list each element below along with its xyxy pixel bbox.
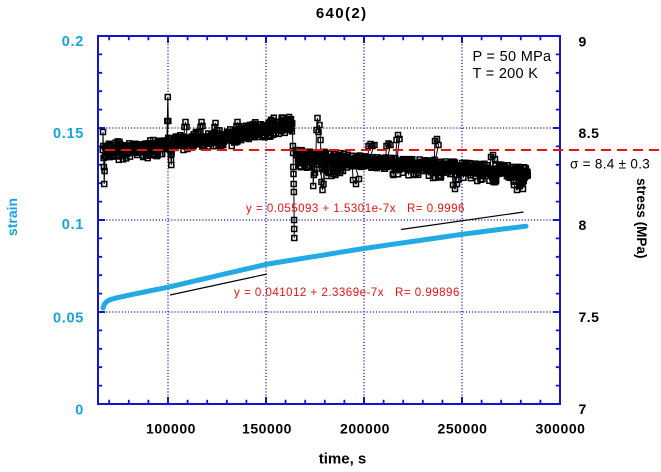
svg-text:0.15: 0.15 xyxy=(53,126,84,142)
svg-text:7: 7 xyxy=(579,401,587,417)
svg-text:300000: 300000 xyxy=(535,421,585,437)
svg-text:8: 8 xyxy=(579,217,587,233)
svg-text:0.1: 0.1 xyxy=(62,217,84,233)
svg-text:250000: 250000 xyxy=(437,421,487,437)
svg-text:100000: 100000 xyxy=(146,421,196,437)
svg-text:0.2: 0.2 xyxy=(62,34,84,50)
svg-text:200000: 200000 xyxy=(340,421,390,437)
svg-text:y = 0.041012 + 2.3369e-7x R=: y = 0.041012 + 2.3369e-7x R= 0.99896 xyxy=(234,287,460,299)
svg-text:T = 200 K: T = 200 K xyxy=(473,66,539,82)
svg-text:strain: strain xyxy=(4,198,20,236)
svg-text:stress (MPa): stress (MPa) xyxy=(634,178,649,258)
svg-text:640(2): 640(2) xyxy=(316,5,368,22)
svg-text:0.05: 0.05 xyxy=(53,311,84,327)
svg-text:0: 0 xyxy=(75,403,84,419)
svg-text:150000: 150000 xyxy=(242,421,292,437)
svg-text:8.5: 8.5 xyxy=(579,125,600,141)
svg-text:P = 50 MPa: P = 50 MPa xyxy=(473,49,553,65)
svg-text:y = 0.055093 + 1.5301e-7x R=: y = 0.055093 + 1.5301e-7x R= 0.9996 xyxy=(246,203,465,215)
svg-text:9: 9 xyxy=(579,33,587,49)
svg-text:σ = 8.4 ± 0.3: σ = 8.4 ± 0.3 xyxy=(570,157,650,172)
svg-text:time, s: time, s xyxy=(319,451,367,468)
svg-text:7.5: 7.5 xyxy=(579,309,600,325)
